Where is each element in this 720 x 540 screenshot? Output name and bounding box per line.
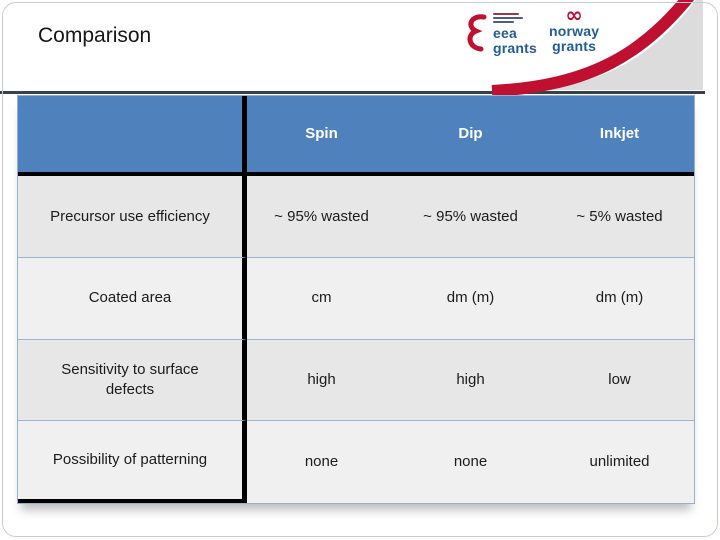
- cell-sensitivity-dip: high: [396, 339, 545, 422]
- cell-sensitivity-inkjet: low: [545, 339, 694, 422]
- norway-logo-label-1: norway: [549, 23, 600, 39]
- eea-logo-label-1: eea: [493, 25, 517, 41]
- row-label-sensitivity: Sensitivity to surface defects: [18, 339, 247, 422]
- cell-precursor-dip: ~ 95% wasted: [396, 176, 545, 258]
- eea-logo-label-2: grants: [493, 40, 537, 56]
- row-label-patterning: Possibility of patterning: [18, 421, 247, 503]
- swoosh-red-curve: [491, 0, 695, 96]
- page-title: Comparison: [38, 24, 152, 47]
- table-header-dip: Dip: [396, 96, 545, 176]
- cell-patterning-spin: none: [247, 421, 396, 503]
- title-separator-line: [0, 91, 705, 94]
- cell-sensitivity-spin: high: [247, 339, 396, 422]
- eea-micro-text: [493, 13, 537, 23]
- table-header-inkjet: Inkjet: [545, 96, 694, 176]
- cell-patterning-dip: none: [396, 421, 545, 503]
- comparison-table: Spin Dip Inkjet Precursor use efficiency…: [17, 95, 695, 504]
- norway-logo-label-2: grants: [552, 38, 597, 54]
- norway-grants-logo: ∞ norway grants: [549, 3, 600, 54]
- swoosh-decoration: [491, 0, 703, 96]
- cell-patterning-inkjet: unlimited: [545, 421, 694, 503]
- cell-coated-spin: cm: [247, 257, 396, 340]
- norway-logo-icon: ∞: [565, 3, 583, 27]
- cell-coated-inkjet: dm (m): [545, 257, 694, 340]
- row-label-coated-area: Coated area: [18, 257, 247, 340]
- swoosh-gray-fill: [532, 0, 703, 90]
- cell-precursor-spin: ~ 95% wasted: [247, 176, 396, 258]
- eea-grants-logo: eea grants: [464, 12, 537, 56]
- cell-precursor-inkjet: ~ 5% wasted: [545, 176, 694, 258]
- row-label-precursor: Precursor use efficiency: [18, 176, 247, 258]
- eea-logo-icon: [467, 14, 487, 52]
- cell-coated-dip: dm (m): [396, 257, 545, 340]
- table-header-spin: Spin: [247, 96, 396, 176]
- table-header-empty: [18, 96, 247, 176]
